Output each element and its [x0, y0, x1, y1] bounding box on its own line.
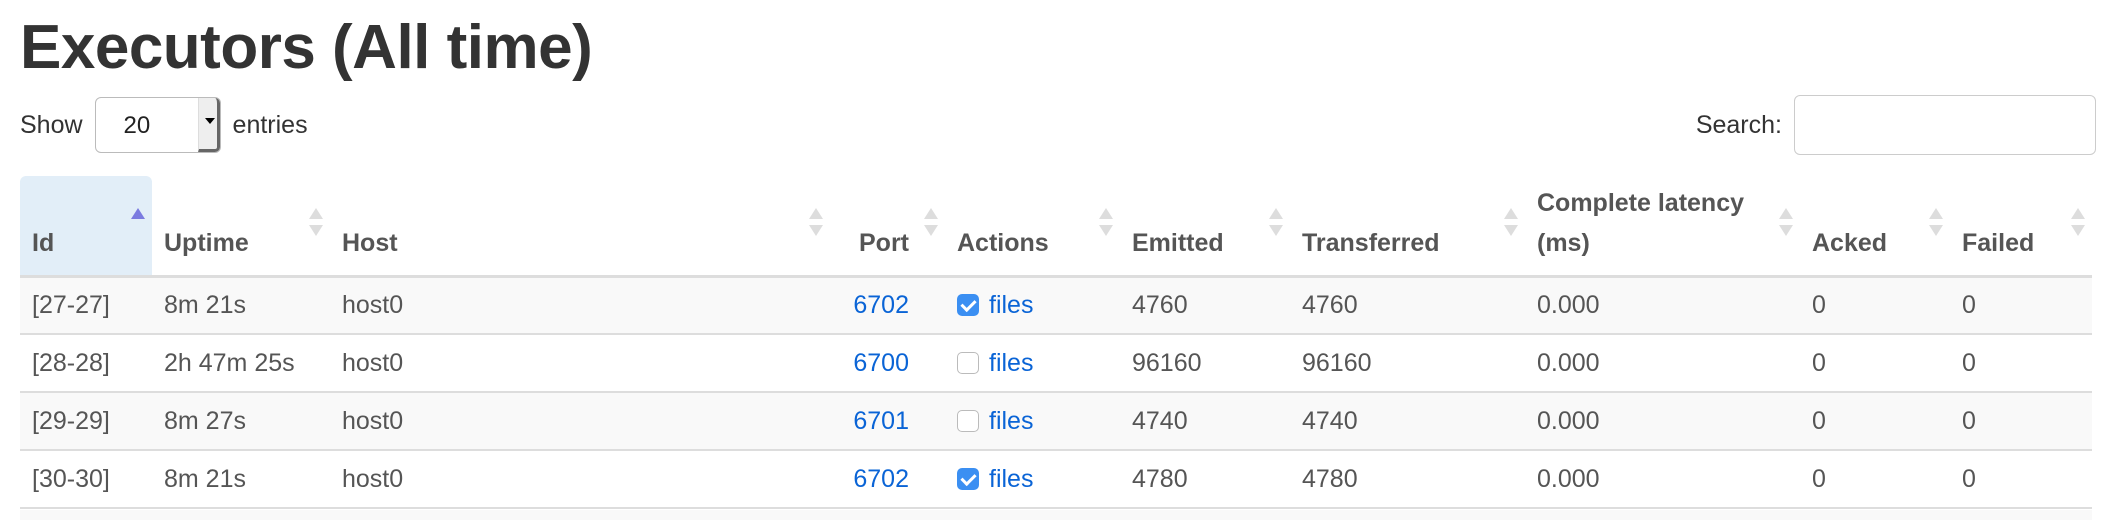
files-link[interactable]: files	[989, 464, 1034, 493]
cell-host: host0	[330, 276, 830, 335]
cell-id: [30-30]	[20, 450, 152, 509]
cell-host: host0	[330, 392, 830, 451]
header-label: Host	[342, 228, 398, 257]
cell-transferred: 4760	[1290, 276, 1525, 335]
cell-acked: 0	[1800, 450, 1950, 509]
cell-emitted: 96160	[1120, 334, 1290, 393]
cell-acked: 0	[1800, 392, 1950, 451]
entries-select-value: 20	[123, 112, 151, 139]
cell-failed: 0	[1950, 392, 2092, 451]
executors-table: Id Uptime Host Port Actions Emitted Tran…	[20, 176, 2092, 509]
column-header-transferred[interactable]: Transferred	[1290, 176, 1525, 278]
entries-label: entries	[232, 110, 308, 139]
sort-icon	[923, 208, 938, 238]
sort-icon	[1098, 208, 1113, 238]
column-header-failed[interactable]: Failed	[1950, 176, 2092, 278]
table-row: [29-29] 8m 27s host0 6701 files 4740 4740 0.000…	[20, 392, 2092, 451]
cell-acked: 0	[1800, 334, 1950, 393]
checkbox-checked[interactable]	[957, 467, 979, 490]
cell-id: [27-27]	[20, 276, 152, 335]
header-label: Port	[859, 228, 909, 257]
sort-asc-icon	[130, 208, 145, 238]
page-title: Executors (All time)	[20, 13, 593, 82]
header-label: Id	[32, 228, 55, 257]
cell-uptime: 2h 47m 25s	[152, 334, 330, 393]
column-header-uptime[interactable]: Uptime	[152, 176, 330, 278]
port-link[interactable]: 6700	[853, 348, 909, 377]
table-footer-strip	[20, 510, 2092, 520]
cell-port: 6700	[830, 334, 945, 393]
header-label: Actions	[957, 228, 1049, 257]
header-label: Complete latency (ms)	[1537, 188, 1745, 257]
cell-emitted: 4760	[1120, 276, 1290, 335]
checkbox-unchecked[interactable]	[957, 409, 979, 432]
header-label: Uptime	[164, 228, 249, 257]
header-label: Emitted	[1132, 228, 1224, 257]
column-header-id[interactable]: Id	[20, 176, 152, 278]
search-control: Search:	[1696, 95, 2096, 155]
cell-acked: 0	[1800, 276, 1950, 335]
cell-failed: 0	[1950, 450, 2092, 509]
cell-emitted: 4780	[1120, 450, 1290, 509]
cell-actions: files	[945, 392, 1120, 451]
cell-transferred: 4780	[1290, 450, 1525, 509]
search-label: Search:	[1695, 110, 1782, 139]
cell-id: [28-28]	[20, 334, 152, 393]
cell-id: [29-29]	[20, 392, 152, 451]
cell-actions: files	[945, 450, 1120, 509]
header-row: Id Uptime Host Port Actions Emitted Tran…	[20, 176, 2092, 278]
entries-length-control: Show 20 entries	[20, 96, 308, 154]
cell-complete-latency: 0.000	[1525, 276, 1800, 335]
cell-complete-latency: 0.000	[1525, 334, 1800, 393]
table-row: [27-27] 8m 21s host0 6702 files 4760 4760 0.000…	[20, 276, 2092, 335]
cell-failed: 0	[1950, 276, 2092, 335]
cell-complete-latency: 0.000	[1525, 450, 1800, 509]
checkbox-checked[interactable]	[957, 293, 979, 316]
files-link[interactable]: files	[989, 406, 1034, 435]
cell-port: 6701	[830, 392, 945, 451]
sort-icon	[308, 208, 323, 238]
checkbox-unchecked[interactable]	[957, 351, 979, 374]
cell-port: 6702	[830, 450, 945, 509]
cell-complete-latency: 0.000	[1525, 392, 1800, 451]
chevron-down-icon	[197, 98, 220, 152]
port-link[interactable]: 6702	[853, 290, 909, 319]
cell-transferred: 96160	[1290, 334, 1525, 393]
sort-icon	[1778, 208, 1793, 238]
column-header-actions[interactable]: Actions	[945, 176, 1120, 278]
column-header-complete-latency[interactable]: Complete latency (ms)	[1525, 176, 1800, 278]
cell-actions: files	[945, 334, 1120, 393]
header-label: Acked	[1812, 228, 1888, 257]
column-header-port[interactable]: Port	[830, 176, 945, 278]
sort-icon	[1268, 208, 1283, 238]
cell-uptime: 8m 21s	[152, 276, 330, 335]
cell-transferred: 4740	[1290, 392, 1525, 451]
cell-host: host0	[330, 450, 830, 509]
header-label: Transferred	[1302, 228, 1440, 257]
search-input[interactable]	[1794, 95, 2096, 155]
header-label: Failed	[1962, 228, 2035, 257]
cell-emitted: 4740	[1120, 392, 1290, 451]
cell-failed: 0	[1950, 334, 2092, 393]
sort-icon	[1928, 208, 1943, 238]
sort-icon	[2070, 208, 2085, 238]
files-link[interactable]: files	[989, 348, 1034, 377]
cell-port: 6702	[830, 276, 945, 335]
column-header-host[interactable]: Host	[330, 176, 830, 278]
table-row: [28-28] 2h 47m 25s host0 6700 files 96160 9616…	[20, 334, 2092, 393]
cell-actions: files	[945, 276, 1120, 335]
port-link[interactable]: 6701	[853, 406, 909, 435]
files-link[interactable]: files	[989, 290, 1034, 319]
cell-uptime: 8m 27s	[152, 392, 330, 451]
cell-host: host0	[330, 334, 830, 393]
column-header-emitted[interactable]: Emitted	[1120, 176, 1290, 278]
port-link[interactable]: 6702	[853, 464, 909, 493]
column-header-acked[interactable]: Acked	[1800, 176, 1950, 278]
sort-icon	[808, 208, 823, 238]
sort-icon	[1503, 208, 1518, 238]
show-label: Show	[20, 110, 83, 139]
table-row: [30-30] 8m 21s host0 6702 files 4780 4780 0.000…	[20, 450, 2092, 509]
entries-select[interactable]: 20	[94, 97, 221, 153]
cell-uptime: 8m 21s	[152, 450, 330, 509]
